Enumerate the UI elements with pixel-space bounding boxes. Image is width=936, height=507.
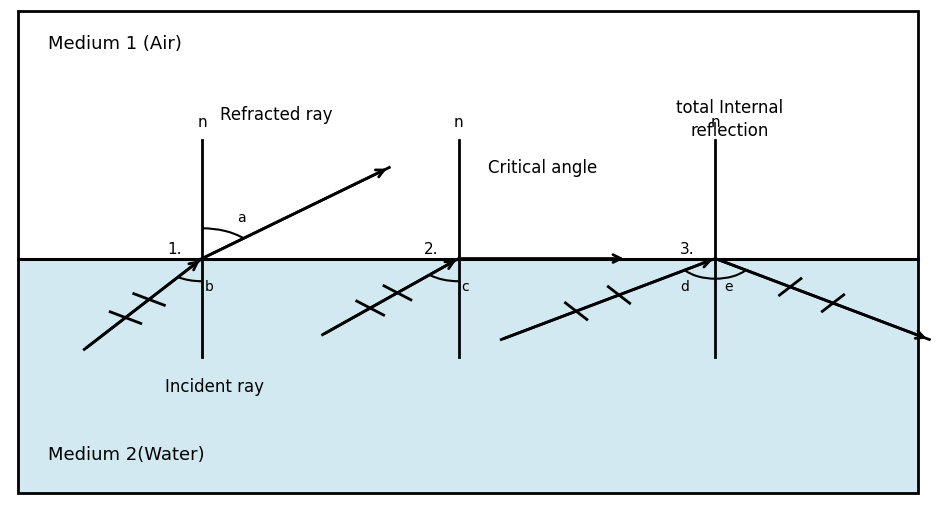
Text: c: c xyxy=(461,280,469,295)
Text: 3.: 3. xyxy=(680,242,695,257)
Text: Medium 1 (Air): Medium 1 (Air) xyxy=(48,35,182,53)
Text: a: a xyxy=(238,211,246,225)
Text: n: n xyxy=(710,115,720,130)
Text: 1.: 1. xyxy=(167,242,182,257)
Text: Incident ray: Incident ray xyxy=(165,378,264,396)
Bar xyxy=(18,259,918,493)
Text: Medium 2(Water): Medium 2(Water) xyxy=(48,446,205,464)
Text: n: n xyxy=(454,115,463,130)
Text: e: e xyxy=(724,280,733,295)
Text: Refracted ray: Refracted ray xyxy=(221,106,333,124)
Text: 2.: 2. xyxy=(424,242,438,257)
Text: Critical angle: Critical angle xyxy=(488,159,597,177)
Text: reflection: reflection xyxy=(690,122,768,140)
Text: d: d xyxy=(680,280,689,295)
Text: b: b xyxy=(205,280,213,295)
Text: total Internal: total Internal xyxy=(676,99,782,117)
Text: n: n xyxy=(197,115,207,130)
